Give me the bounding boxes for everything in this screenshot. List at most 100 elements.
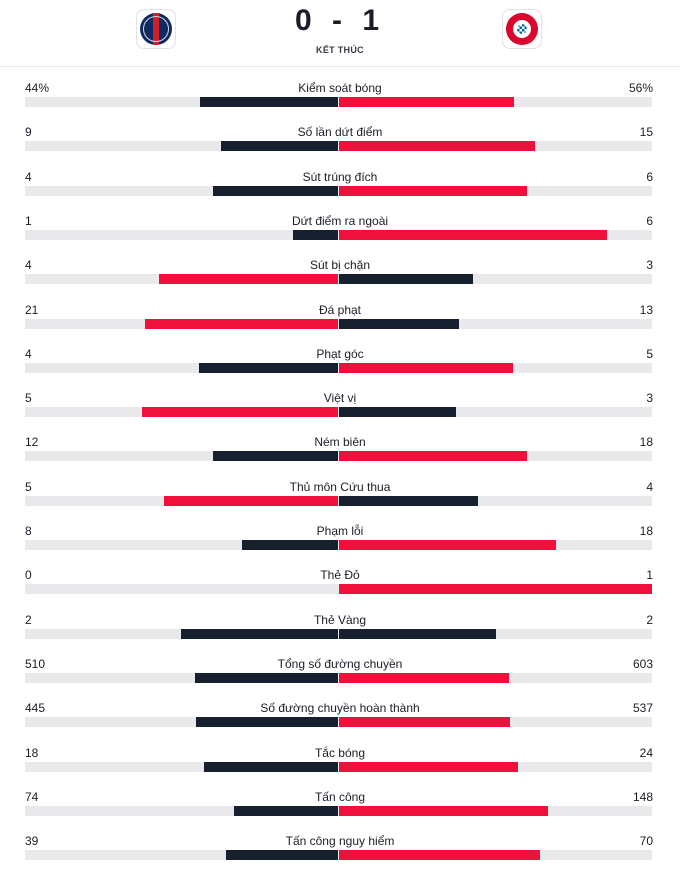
stat-away-value: 13: [639, 302, 653, 317]
stat-label: Số đường chuyền hoàn thành: [260, 701, 420, 716]
stat-away-bar: [339, 407, 456, 418]
stat-home-value: 4: [25, 258, 32, 273]
stat-away-value: 18: [639, 435, 653, 450]
stat-home-bar: [293, 229, 338, 240]
psg-crest-icon: [140, 13, 172, 45]
stat-home-bar: [226, 850, 338, 861]
stat-bar-track: [25, 362, 652, 373]
stat-away-bar: [339, 229, 607, 240]
stat-home-value: 1: [25, 213, 32, 228]
stat-bar-track: [25, 672, 652, 683]
stat-home-bar: [213, 451, 338, 462]
stat-home-value: 8: [25, 524, 32, 538]
stat-home-value: 12: [25, 435, 39, 450]
stat-away-bar: [339, 495, 478, 506]
stat-bar-track: [25, 318, 652, 329]
away-team-crest-button[interactable]: [503, 10, 541, 48]
stat-away-bar: [339, 185, 527, 196]
stat-label: Việt vị: [323, 391, 357, 406]
stat-bar-track: [25, 495, 652, 506]
stat-home-bar: [242, 540, 338, 550]
stat-away-value: 24: [639, 745, 653, 760]
stat-label: Thẻ Đỏ: [320, 568, 360, 583]
stat-away-value: 5: [646, 346, 653, 361]
stat-row: 12 Ném biên 18: [0, 435, 680, 479]
stat-home-value: 5: [25, 391, 32, 406]
stat-home-bar: [145, 318, 338, 329]
stat-away-value: 70: [639, 834, 653, 849]
stat-home-value: 9: [25, 125, 32, 140]
stat-home-bar: [221, 141, 338, 152]
stat-row: 4 Sút trúng đích 6: [0, 170, 680, 214]
stat-away-bar: [339, 584, 652, 595]
stat-label: Thủ môn Cứu thua: [289, 479, 391, 494]
stat-home-bar: [199, 362, 338, 373]
stat-home-bar: [159, 274, 338, 285]
stat-home-value: 2: [25, 612, 32, 627]
stat-away-bar: [339, 274, 473, 285]
stat-label: Kiểm soát bóng: [298, 81, 382, 95]
stat-away-value: 1: [646, 568, 653, 583]
stat-label: Đá phạt: [318, 302, 362, 317]
stat-label: Phạt góc: [316, 346, 364, 361]
stat-away-bar: [339, 540, 556, 550]
stat-row: 2 Thẻ Vàng 2: [0, 613, 680, 657]
stat-label: Sút trúng đích: [302, 169, 378, 184]
stat-bar-track: [25, 540, 652, 550]
stat-home-value: 4: [25, 169, 32, 184]
stat-home-bar: [196, 717, 338, 728]
stat-home-bar: [142, 407, 338, 418]
stat-away-value: 15: [639, 125, 653, 140]
stat-bar-track: [25, 717, 652, 728]
stat-away-bar: [339, 761, 518, 772]
stat-row: 5 Việt vị 3: [0, 391, 680, 435]
stat-home-value: 4: [25, 346, 32, 361]
bayern-crest-icon: [506, 13, 538, 45]
match-header: 0 - 1 KẾT THÚC: [0, 0, 680, 67]
stat-home-bar: [213, 185, 338, 196]
stat-row: 39 Tấn công nguy hiểm 70: [0, 834, 680, 878]
stat-away-bar: [339, 318, 459, 329]
stat-away-bar: [339, 362, 513, 373]
stat-label: Ném biên: [314, 435, 366, 450]
stat-bar-track: [25, 584, 652, 595]
stat-bar-track: [25, 97, 652, 107]
stat-home-bar: [204, 761, 338, 772]
stat-bar-track: [25, 185, 652, 196]
stat-away-value: 3: [646, 391, 653, 406]
stat-away-bar: [339, 717, 510, 728]
stat-row: 4 Phạt góc 5: [0, 347, 680, 391]
stat-home-bar: [195, 672, 338, 683]
stat-row: 44% Kiểm soát bóng 56%: [0, 81, 680, 125]
stat-home-value: 44%: [25, 81, 50, 95]
stat-row: 0 Thẻ Đỏ 1: [0, 568, 680, 612]
stat-label: Thẻ Vàng: [313, 612, 367, 627]
stat-label: Phạm lỗi: [316, 524, 364, 538]
stat-away-bar: [339, 141, 535, 152]
stat-row: 18 Tắc bóng 24: [0, 746, 680, 790]
stat-away-value: 603: [632, 656, 653, 671]
stat-away-bar: [339, 628, 496, 639]
stat-row: 1 Dứt điểm ra ngoài 6: [0, 214, 680, 258]
match-status: KẾT THÚC: [316, 45, 364, 55]
stat-home-value: 5: [25, 479, 32, 494]
stat-bar-track: [25, 761, 652, 772]
stat-away-value: 148: [632, 789, 653, 804]
stat-bar-track: [25, 451, 652, 462]
stat-home-bar: [181, 628, 338, 639]
stat-home-bar: [200, 97, 338, 107]
stat-bar-track: [25, 805, 652, 816]
stat-away-bar: [339, 451, 527, 462]
stat-home-value: 21: [25, 302, 39, 317]
stat-away-bar: [339, 97, 514, 107]
stat-away-value: 6: [646, 169, 653, 184]
stat-away-bar: [339, 672, 509, 683]
home-team-crest-button[interactable]: [137, 10, 175, 48]
stat-away-value: 18: [639, 524, 653, 538]
stat-row: 445 Số đường chuyền hoàn thành 537: [0, 701, 680, 745]
stat-label: Dứt điểm ra ngoài: [291, 213, 389, 228]
stat-row: 4 Sút bị chặn 3: [0, 258, 680, 302]
stat-away-value: 537: [632, 701, 653, 716]
stat-home-value: 510: [25, 656, 46, 671]
stat-label: Sút bị chặn: [309, 258, 371, 273]
